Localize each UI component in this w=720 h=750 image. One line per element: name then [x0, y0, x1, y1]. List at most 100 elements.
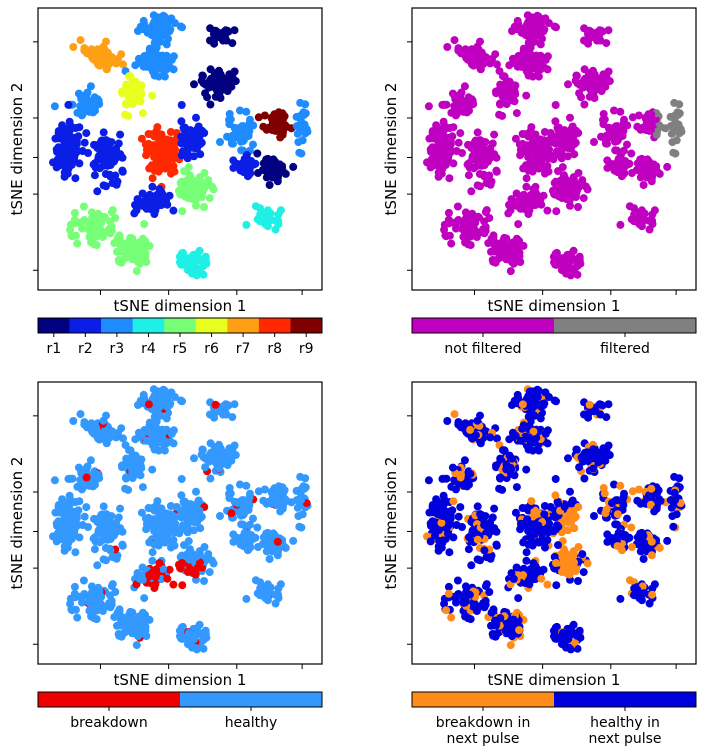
- scatter-point: [650, 206, 659, 215]
- scatter-point: [464, 171, 473, 180]
- plot-frame: [37, 381, 323, 665]
- scatter-point: [65, 536, 74, 545]
- scatter-point: [619, 127, 628, 136]
- scatter-point: [518, 400, 527, 409]
- scatter-point: [116, 130, 125, 139]
- scatter-point: [541, 429, 550, 438]
- scatter-point: [87, 582, 96, 591]
- scatter-point: [74, 89, 83, 98]
- scatter-point: [444, 589, 453, 598]
- colorbar-label: r1: [46, 341, 61, 357]
- scatter-point: [656, 496, 665, 505]
- scatter-point: [669, 148, 678, 157]
- scatter-point: [590, 76, 599, 85]
- scatter-point: [253, 523, 262, 532]
- scatter-point: [108, 580, 117, 589]
- scatter-point: [282, 122, 291, 131]
- scatter-point: [92, 51, 101, 60]
- scatter-point: [450, 410, 459, 419]
- scatter-point: [251, 576, 260, 585]
- scatter-point: [438, 474, 447, 483]
- scatter-point: [540, 502, 549, 510]
- scatter-point: [571, 512, 580, 521]
- scatter-point: [151, 48, 160, 57]
- scatter-point: [209, 559, 218, 568]
- scatter-point: [229, 530, 238, 539]
- scatter-point: [466, 425, 475, 434]
- scatter-point: [473, 535, 482, 544]
- scatter-point: [206, 410, 214, 419]
- scatter-point: [74, 463, 83, 472]
- scatter-point: [572, 445, 581, 454]
- scatter-point: [522, 548, 531, 557]
- scatter-point: [136, 22, 145, 31]
- scatter-point: [476, 65, 485, 73]
- scatter-point: [670, 488, 679, 497]
- scatter-point: [156, 37, 165, 46]
- scatter-point: [256, 584, 265, 593]
- scatter-point: [166, 136, 175, 145]
- scatter-point: [551, 101, 560, 109]
- scatter-point: [86, 82, 95, 91]
- scatter-point: [99, 161, 108, 170]
- scatter-point: [534, 163, 543, 172]
- scatter-point: [209, 77, 218, 86]
- scatter-point: [573, 270, 582, 279]
- scatter-point: [153, 497, 162, 506]
- scatter-point: [470, 601, 479, 610]
- scatter-point: [446, 145, 455, 154]
- scatter-point: [610, 480, 618, 489]
- scatter-point: [178, 397, 186, 406]
- scatter-point: [206, 474, 215, 483]
- scatter-point: [137, 134, 146, 143]
- scatter-point: [263, 155, 272, 164]
- scatter-point: [106, 147, 115, 156]
- scatter-point: [543, 65, 552, 74]
- scatter-point: [523, 141, 532, 150]
- scatter-point: [670, 472, 679, 481]
- colorbar-segment: [164, 318, 197, 333]
- scatter-point: [486, 433, 495, 442]
- scatter-point: [106, 52, 115, 61]
- scatter-point: [445, 548, 454, 557]
- scatter-point: [551, 513, 560, 522]
- scatter-point: [85, 221, 94, 230]
- scatter-point: [122, 240, 131, 249]
- colorbar-label: not filtered: [444, 341, 521, 357]
- scatter-point: [99, 181, 108, 190]
- scatter-point: [554, 125, 563, 134]
- scatter-point: [639, 181, 648, 189]
- scatter-point: [599, 70, 608, 79]
- scatter-point: [159, 190, 167, 199]
- scatter-point: [466, 51, 475, 60]
- scatter-point: [236, 480, 244, 489]
- scatter-point: [227, 135, 236, 144]
- scatter-point: [439, 536, 448, 545]
- scatter-point: [108, 553, 117, 562]
- scatter-point: [80, 138, 89, 147]
- scatter-point: [278, 504, 287, 513]
- scatter-point: [177, 513, 186, 522]
- scatter-point: [452, 598, 460, 607]
- scatter-point: [234, 125, 242, 134]
- scatter-point: [135, 574, 144, 583]
- scatter-point: [444, 155, 452, 164]
- scatter-point: [115, 631, 124, 640]
- scatter-point: [471, 57, 480, 66]
- scatter-point: [444, 529, 452, 538]
- scatter-point: [652, 504, 661, 513]
- colorbar-label: breakdown: [70, 715, 147, 731]
- scatter-point: [589, 90, 598, 99]
- scatter-point: [527, 147, 536, 156]
- scatter-point: [99, 128, 108, 137]
- scatter-point: [470, 227, 479, 236]
- scatter-point: [205, 568, 214, 577]
- scatter-point: [245, 158, 254, 167]
- scatter-point: [625, 533, 634, 542]
- scatter-point: [167, 169, 175, 178]
- scatter-point: [138, 189, 147, 198]
- scatter-point: [103, 137, 112, 146]
- scatter-point: [536, 414, 545, 423]
- scatter-point: [496, 473, 505, 482]
- scatter-point: [141, 252, 150, 261]
